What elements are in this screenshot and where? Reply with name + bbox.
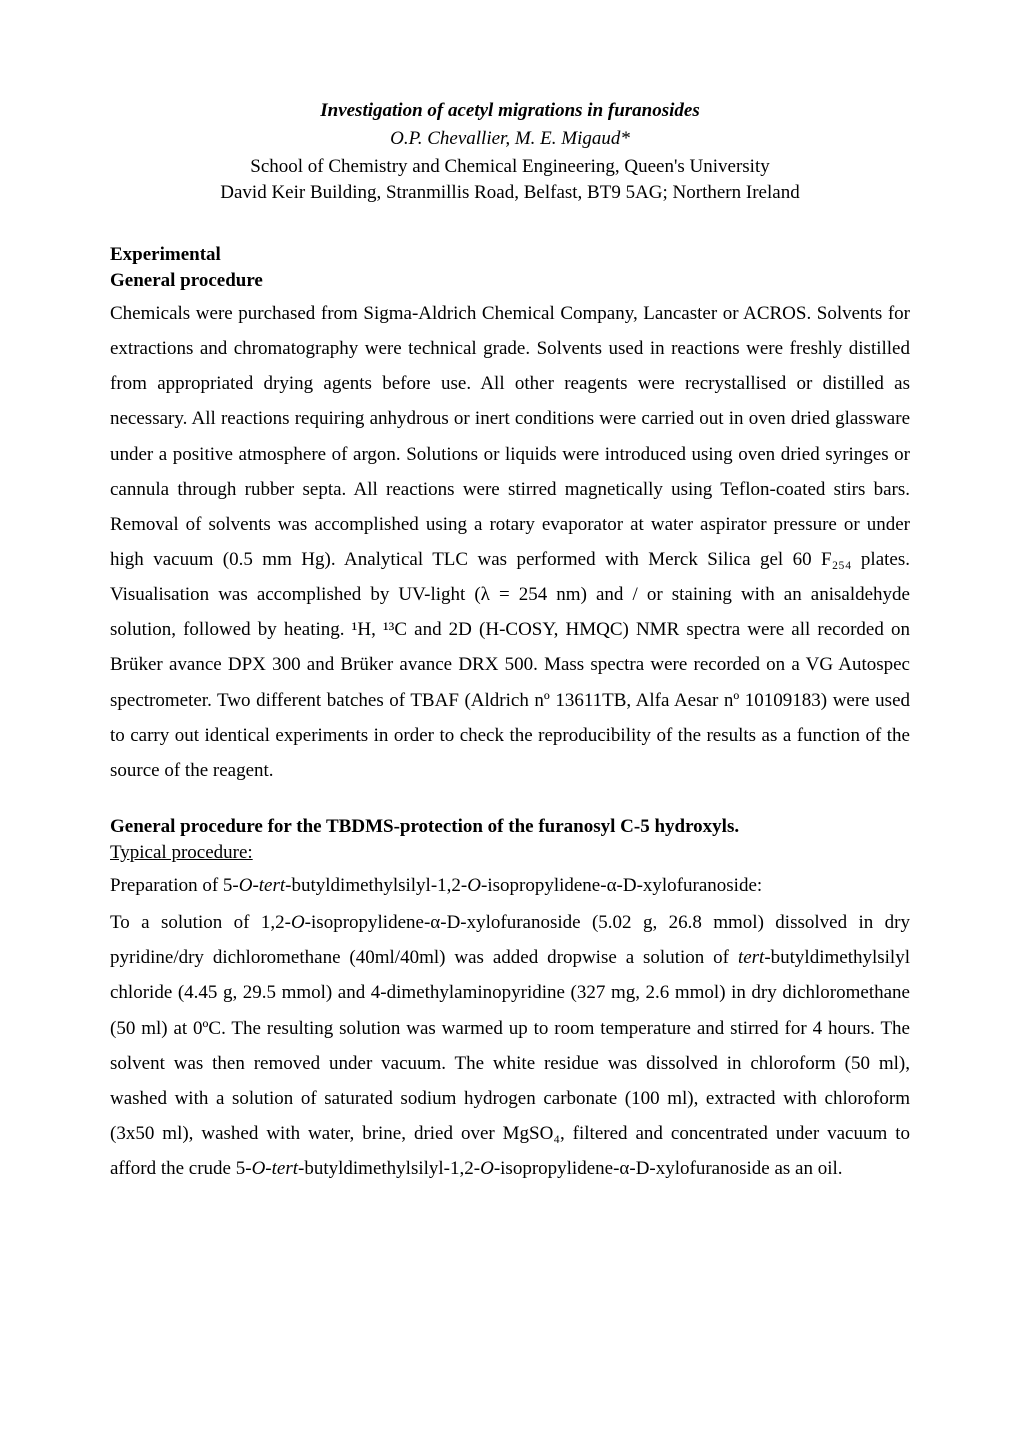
prep-suffix: D-xylofuranoside: [623, 875, 762, 896]
prep-mid-1: butyldimethylsilyl-1,2 [292, 875, 461, 896]
body2-italic4: O [252, 1158, 266, 1179]
body2-part4: -butyldimethylsilyl chloride (4.45 g, 29… [110, 947, 910, 1179]
body2-part8: D-xylofuranoside as an oil. [636, 1158, 843, 1179]
body2-italic3: tert [738, 947, 764, 968]
paper-title: Investigation of acetyl migrations in fu… [110, 100, 910, 122]
typical-procedure-heading: Typical procedure: [110, 842, 910, 864]
prep-prefix: Preparation of 5 [110, 875, 232, 896]
experimental-heading: Experimental [110, 244, 910, 266]
general-procedure-heading: General procedure [110, 270, 910, 292]
body2-part2: isopropylidene-α [311, 912, 440, 933]
general-procedure-body: Chemicals were purchased from Sigma-Aldr… [110, 296, 910, 788]
prep-italic-1: -O-tert- [232, 875, 291, 896]
paper-affiliation: School of Chemistry and Chemical Enginee… [110, 156, 910, 178]
paper-authors: O.P. Chevallier, M. E. Migaud* [110, 128, 910, 150]
body2-italic6: -O- [474, 1158, 500, 1179]
prep-italic-2: -O- [461, 875, 487, 896]
paper-address: David Keir Building, Stranmillis Road, B… [110, 182, 910, 204]
body2-part1: To a solution of 1,2 [110, 912, 285, 933]
prep-mid-2: isopropylidene-α [487, 875, 616, 896]
synthesis-body: To a solution of 1,2-O-isopropylidene-α-… [110, 905, 910, 1186]
body2-part6: -butyldimethylsilyl-1,2 [298, 1158, 474, 1179]
body2-italic1: -O- [285, 912, 311, 933]
preparation-line: Preparation of 5-O-tert-butyldimethylsil… [110, 868, 910, 903]
body2-italic5: tert [272, 1158, 298, 1179]
tbdms-heading: General procedure for the TBDMS-protecti… [110, 816, 910, 838]
body2-part7: isopropylidene-α [500, 1158, 629, 1179]
